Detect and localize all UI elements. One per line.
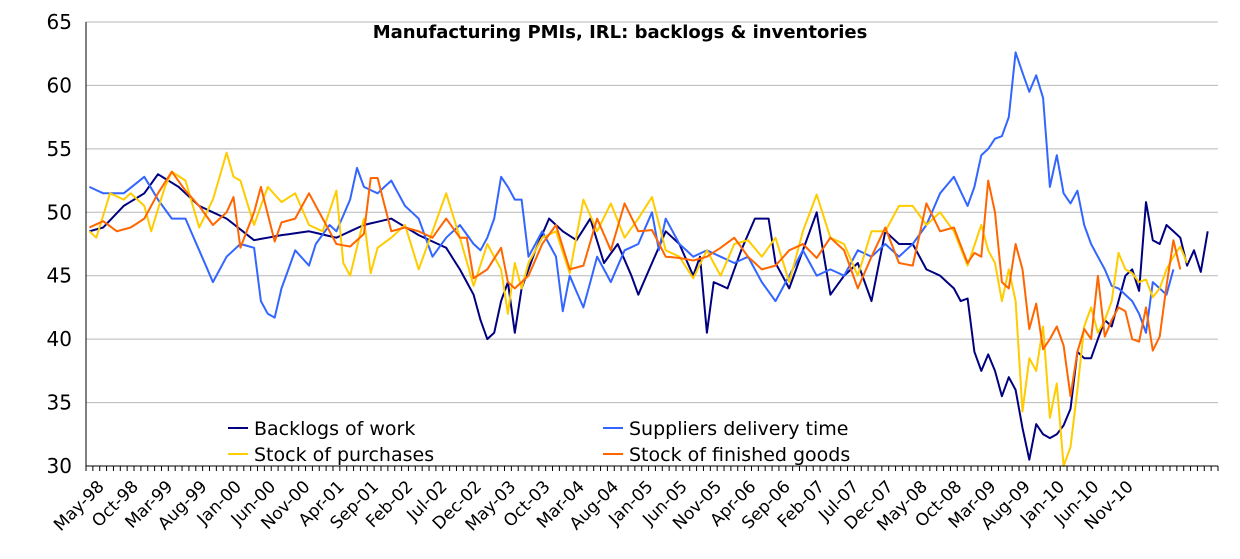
y-tick-label: 65	[47, 10, 72, 34]
series-lines	[88, 51, 1209, 467]
legend-label: Suppliers delivery time	[629, 418, 848, 440]
y-tick-label: 55	[47, 137, 72, 161]
series-line-1	[88, 51, 1175, 334]
legend-label: Stock of finished goods	[629, 444, 850, 466]
chart-title: Manufacturing PMIs, IRL: backlogs & inve…	[373, 22, 868, 43]
series-line-3	[88, 170, 1182, 398]
y-tick-label: 35	[47, 391, 72, 415]
y-tick-label: 30	[47, 454, 72, 478]
y-tick-label: 50	[47, 200, 72, 224]
y-tick-label: 45	[47, 264, 72, 288]
y-tick-label: 60	[47, 73, 72, 97]
legend: Backlogs of work Suppliers delivery time S…	[228, 418, 850, 466]
gridlines	[86, 21, 1218, 404]
legend-label: Stock of purchases	[254, 444, 434, 466]
legend-label: Backlogs of work	[254, 418, 415, 440]
y-tick-label: 40	[47, 327, 72, 351]
series-line-2	[88, 151, 1189, 467]
